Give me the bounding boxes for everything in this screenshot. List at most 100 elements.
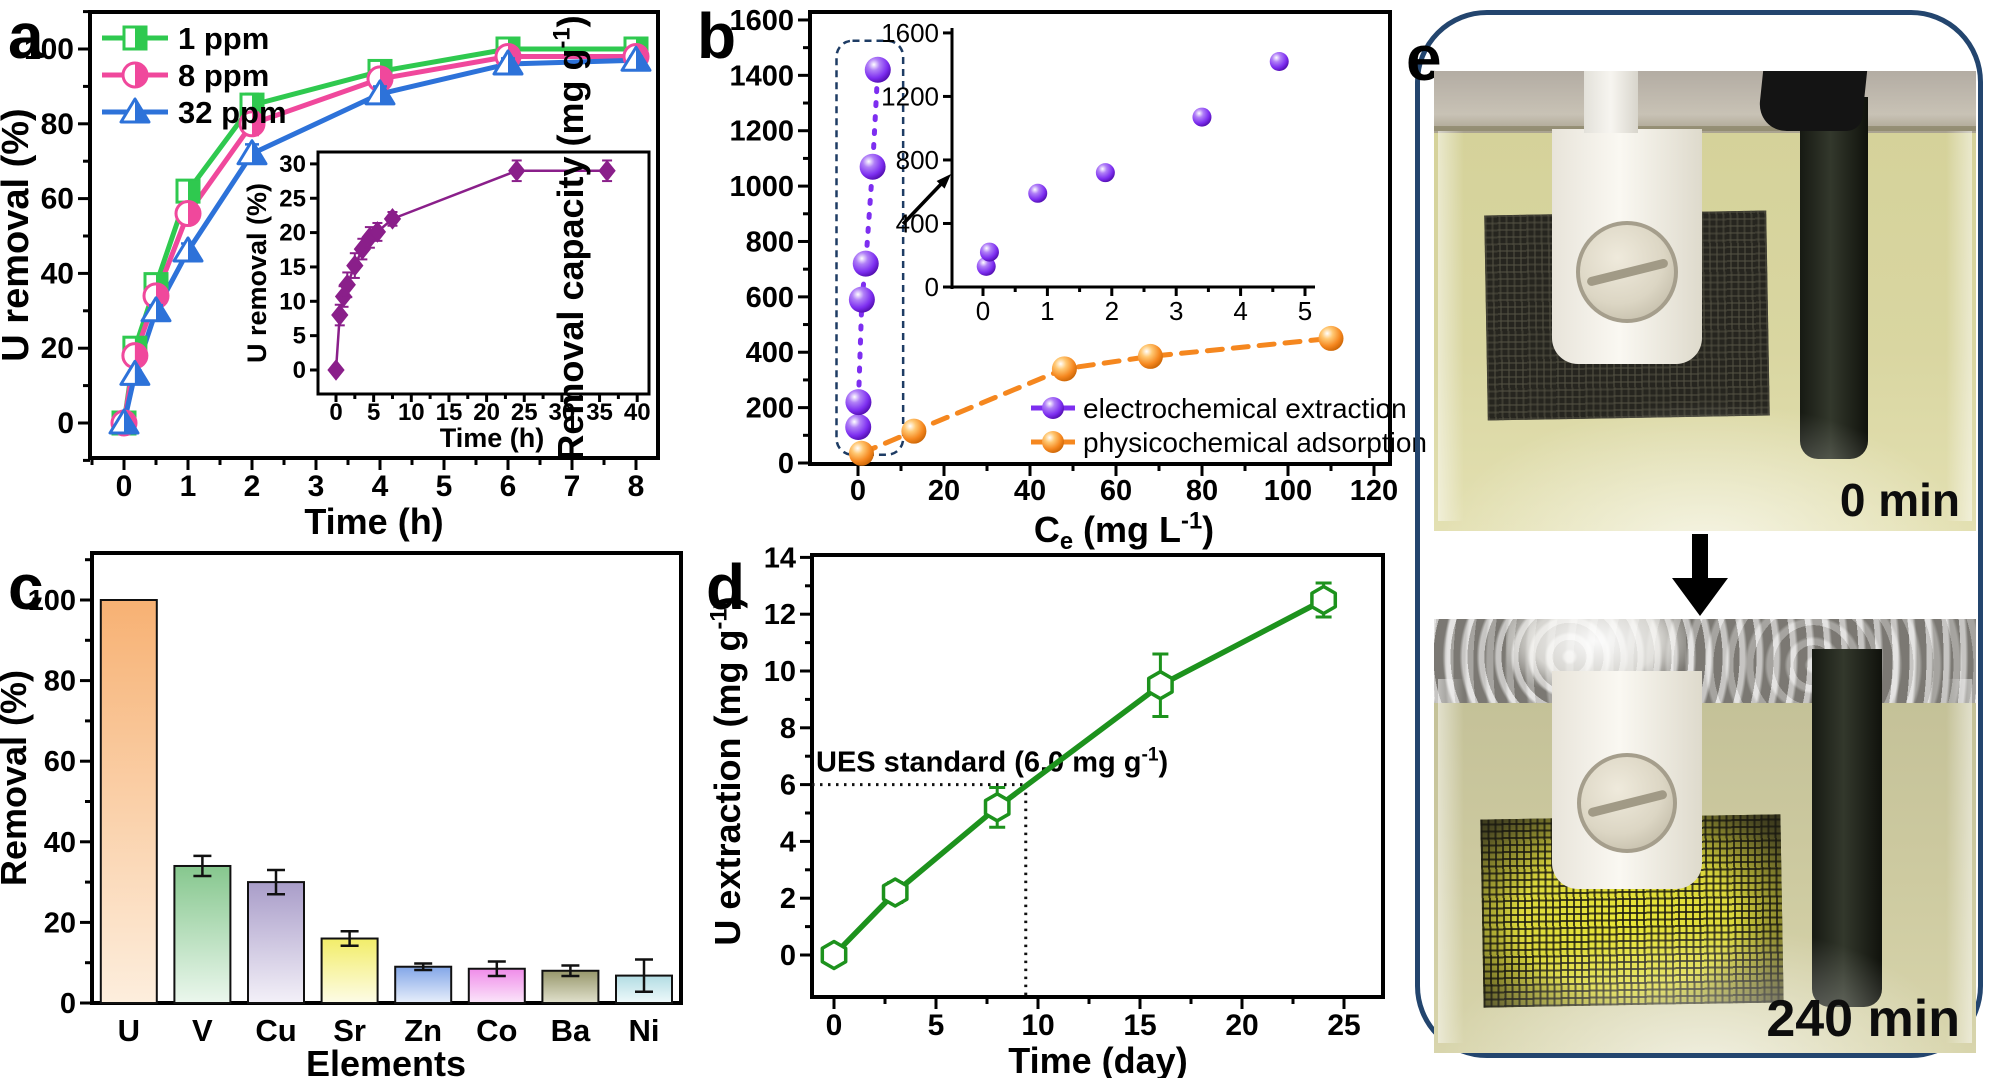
x-tick-label: 15: [1123, 1009, 1156, 1042]
inset-y-tick: 0: [293, 357, 306, 384]
plot-frame: [808, 10, 1392, 466]
marker-diamond: [331, 304, 349, 326]
y-tick-label: 1000: [729, 171, 794, 203]
marker-ball: [852, 250, 879, 277]
x-tick-label: 2: [244, 470, 261, 503]
y-tick-label: 20: [41, 332, 74, 365]
y-tick-label: 0: [778, 448, 794, 480]
marker-ball: [1042, 431, 1064, 453]
x-tick-label: 0: [826, 1009, 843, 1042]
x-tick-label: 20: [928, 475, 960, 507]
legend-item-32-ppm: 32 ppm: [102, 95, 287, 130]
legend-item-0: electrochemical extraction: [1031, 393, 1407, 424]
marker-ball: [848, 286, 875, 313]
x-tick-label: 6: [500, 470, 517, 503]
panel-c-chart: 0 20 40 60 80 100 Removal (%) Elements c U V Cu Sr Zn…: [0, 551, 683, 1078]
x-tick-label: 25: [1327, 1009, 1360, 1042]
marker-diamond: [346, 254, 364, 277]
x-axis-title: Time (day): [1008, 1040, 1187, 1078]
inset-y-tick: 10: [279, 288, 306, 315]
marker-diamond: [598, 159, 616, 182]
marker-half-triangle-fill: [380, 80, 394, 104]
y-tick-label: 6: [780, 770, 796, 802]
category-label: Co: [476, 1013, 517, 1048]
series-line: [855, 67, 881, 430]
y-axis-title: Removal (%): [0, 670, 34, 886]
y-tick-label: 40: [41, 257, 74, 290]
plot-frame: [810, 553, 1385, 999]
down-arrow-icon: [1670, 534, 1730, 618]
inset-x-tick: 5: [367, 399, 380, 426]
inset-y-title: U removal (%): [242, 183, 272, 363]
y-axis-title: U extraction (mg g-1): [705, 596, 748, 945]
zoom-arrow-line: [901, 179, 946, 226]
bar-V: [173, 864, 232, 1005]
legend-item-8-ppm: 8 ppm: [102, 58, 269, 93]
x-tick-label: 60: [1100, 475, 1132, 507]
screw-slot: [1586, 789, 1668, 818]
y-axis-title: U removal (%): [0, 108, 37, 361]
marker-half-triangle-fill: [508, 50, 522, 74]
ues-annotation: UES standard (6.0 mg g-1): [816, 745, 1168, 779]
marker-diamond: [353, 238, 371, 260]
marker-ball: [1028, 183, 1048, 203]
marker-half-triangle-fill: [252, 140, 266, 164]
panel-letter-c: c: [8, 551, 44, 623]
inset-frame: [316, 150, 651, 396]
inset-x-tick: 4: [1233, 296, 1247, 326]
y-tick-label: 1400: [729, 60, 794, 92]
x-tick-label: 7: [564, 470, 581, 503]
y-tick-label: 8: [780, 713, 796, 745]
y-tick-label: 800: [746, 226, 794, 258]
stirrer-shaft: [1584, 71, 1638, 133]
y-tick-label: 40: [44, 827, 76, 859]
x-tick-label: 40: [1014, 475, 1046, 507]
legend-label: 32 ppm: [178, 95, 287, 130]
inset-x-tick: 10: [398, 399, 425, 426]
marker-ball: [845, 414, 872, 441]
marker-ball: [864, 56, 891, 83]
y-tick-label: 80: [41, 108, 74, 141]
category-label: Sr: [333, 1013, 366, 1048]
inset-x-tick: 15: [436, 399, 463, 426]
y-tick-label: 100: [24, 33, 74, 66]
photo-240min: 240 min: [1434, 619, 1976, 1053]
y-axis-title: Removal capacity (mg g-1): [548, 15, 591, 460]
panel-d-chart: 0 2 4 6 8 10 12 14 0 5 10 15 20 25 Time (day) U extract…: [705, 542, 1385, 1078]
y-tick-label: 12: [764, 599, 796, 631]
marker-ball: [1269, 52, 1289, 72]
x-tick-label: 5: [436, 470, 453, 503]
marker-ball: [845, 389, 872, 416]
marker-diamond: [327, 359, 345, 381]
y-tick-label: 14: [764, 542, 796, 574]
inset-y-tick: 20: [279, 220, 306, 247]
water-surface-line: [1434, 126, 1976, 131]
inset-x-tick: 30: [549, 399, 576, 426]
panel-e-frame: [1415, 10, 1983, 1058]
y-tick-label: 1600: [729, 5, 794, 37]
inset-x-tick: 5: [1298, 296, 1312, 326]
marker-half-square-fill: [252, 94, 263, 117]
x-axis-title: Time (h): [304, 501, 443, 542]
y-tick-label: 600: [746, 282, 794, 314]
x-tick-label: 120: [1350, 475, 1398, 507]
marker-ball: [859, 153, 886, 180]
electrode-clamp: [1756, 71, 1868, 131]
x-tick-label: 0: [116, 470, 133, 503]
marker-half-triangle-fill: [156, 297, 170, 321]
time-label-240min: 240 min: [1766, 990, 1960, 1048]
inset-x-tick: 35: [586, 399, 613, 426]
marker-ball: [1137, 343, 1163, 369]
x-tick-label: 10: [1021, 1009, 1054, 1042]
x-tick-label: 100: [1264, 475, 1312, 507]
graphite-rod-electrode: [1800, 97, 1868, 459]
panel-e: e 0 min: [1400, 0, 2000, 1078]
y-tick-label: 0: [780, 940, 796, 972]
bar-U: [99, 599, 158, 1004]
photo-0min: 0 min: [1434, 71, 1976, 531]
screw-head-icon: [1577, 753, 1677, 853]
panel-letter-a: a: [8, 0, 44, 72]
